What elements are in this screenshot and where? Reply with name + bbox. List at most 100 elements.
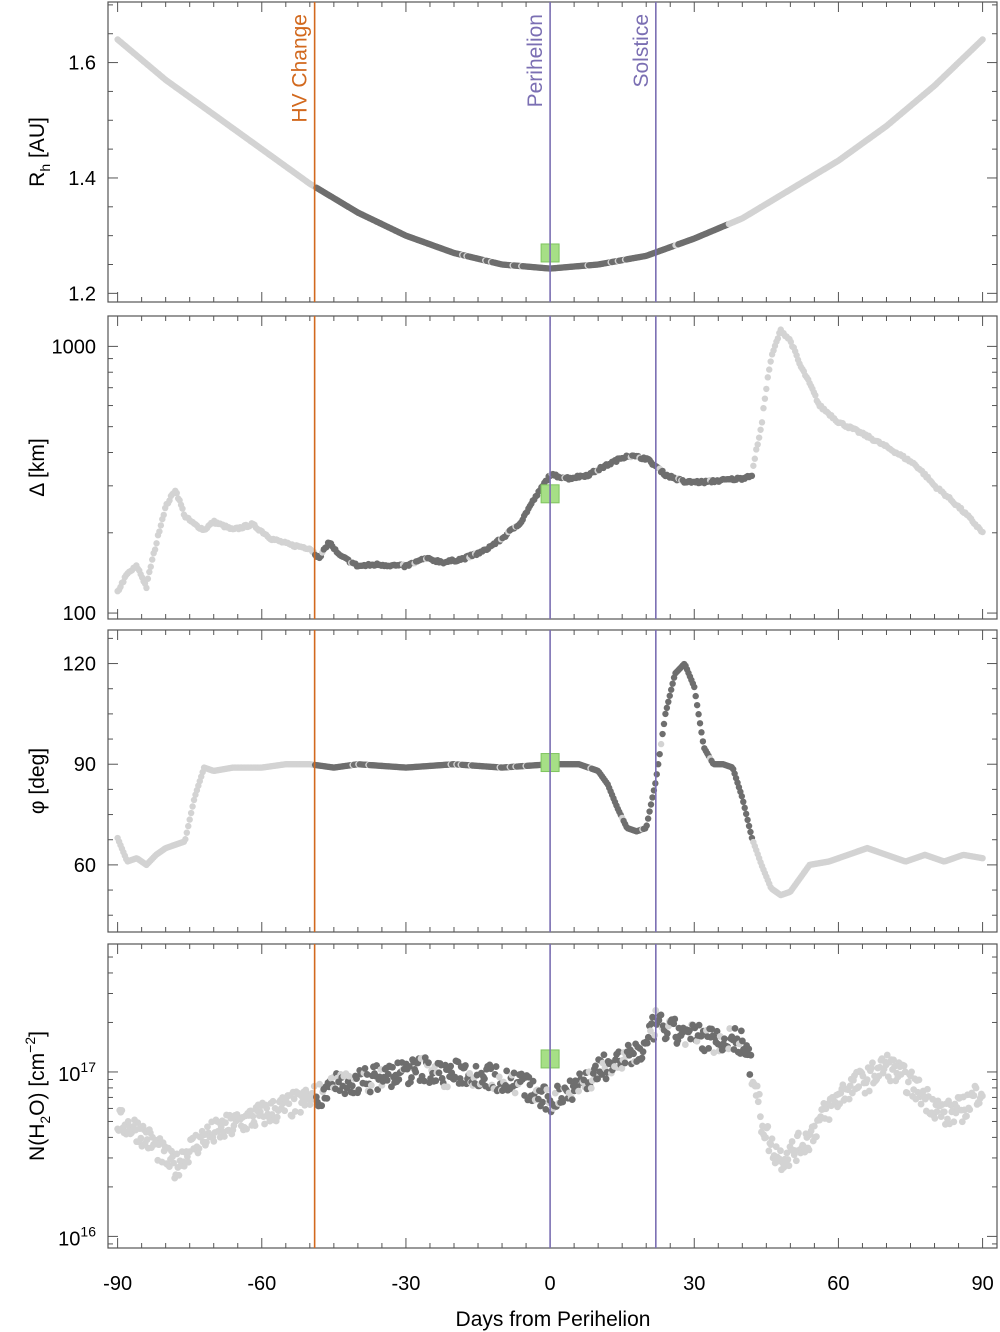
x-tick-label: -60 bbox=[247, 1273, 276, 1295]
panel-frame bbox=[107, 629, 998, 933]
data-point bbox=[183, 829, 191, 836]
y-tick-label: 1016 bbox=[58, 1223, 96, 1250]
data-point bbox=[669, 680, 676, 687]
data-point bbox=[301, 1101, 309, 1109]
data-point bbox=[746, 1071, 754, 1078]
data-point bbox=[908, 1068, 915, 1076]
data-point bbox=[529, 1077, 537, 1085]
data-point bbox=[966, 1106, 974, 1114]
data-point bbox=[492, 1063, 500, 1070]
data-point bbox=[765, 1147, 773, 1155]
data-point bbox=[599, 1059, 607, 1067]
data-point bbox=[147, 563, 154, 570]
data-point bbox=[659, 730, 666, 738]
data-point bbox=[915, 1076, 923, 1084]
data-point bbox=[355, 1086, 363, 1094]
data-point bbox=[742, 810, 750, 818]
data-point bbox=[173, 489, 180, 497]
data-point bbox=[175, 1171, 183, 1179]
data-point bbox=[525, 1073, 533, 1081]
data-point bbox=[757, 426, 764, 433]
data-point bbox=[979, 854, 986, 862]
data-point bbox=[681, 1041, 689, 1048]
data-point bbox=[698, 729, 705, 736]
data-point bbox=[867, 1064, 875, 1072]
data-point bbox=[952, 1109, 960, 1117]
data-point bbox=[745, 1045, 753, 1053]
data-point bbox=[978, 1092, 986, 1100]
data-point bbox=[602, 1075, 610, 1083]
data-point bbox=[363, 1071, 371, 1078]
data-point bbox=[247, 1107, 255, 1115]
data-point bbox=[725, 1045, 733, 1053]
data-point bbox=[367, 1081, 375, 1089]
data-point bbox=[662, 710, 669, 718]
y-tick-label: 1.6 bbox=[68, 53, 96, 75]
data-point bbox=[812, 392, 819, 399]
data-point bbox=[575, 1087, 582, 1095]
data-point bbox=[753, 446, 760, 453]
data-point bbox=[863, 1076, 871, 1084]
data-point bbox=[374, 1086, 382, 1094]
data-point bbox=[758, 419, 766, 426]
data-points-rh bbox=[114, 36, 986, 272]
data-point bbox=[900, 1062, 908, 1070]
event-label: HV Change bbox=[289, 14, 312, 123]
data-point bbox=[306, 1101, 314, 1109]
data-point bbox=[189, 803, 196, 810]
data-point bbox=[173, 1150, 181, 1158]
data-point bbox=[543, 1086, 551, 1093]
data-point bbox=[745, 822, 753, 830]
data-point bbox=[510, 1069, 518, 1077]
data-point bbox=[708, 1025, 716, 1033]
data-point bbox=[243, 1125, 250, 1133]
data-point bbox=[297, 1108, 304, 1116]
data-point bbox=[639, 1048, 647, 1056]
data-point bbox=[813, 1133, 820, 1141]
data-point bbox=[389, 1063, 396, 1071]
data-point bbox=[666, 692, 673, 699]
data-point bbox=[568, 1096, 576, 1104]
data-point bbox=[353, 1075, 360, 1083]
data-point bbox=[638, 1054, 646, 1062]
data-point bbox=[149, 556, 156, 563]
data-points-phi bbox=[114, 660, 986, 899]
data-point bbox=[186, 816, 193, 823]
data-point bbox=[566, 1077, 574, 1085]
data-point bbox=[594, 1075, 601, 1083]
data-point bbox=[738, 793, 746, 800]
data-point bbox=[268, 1111, 276, 1118]
panel-rh: 1.2 1.4 1.6 Rh [AU] bbox=[26, 1, 998, 305]
data-point bbox=[185, 1158, 192, 1166]
data-point bbox=[316, 1080, 323, 1088]
data-point bbox=[412, 1068, 420, 1076]
panel-frame bbox=[107, 1, 998, 303]
data-point bbox=[621, 1059, 629, 1067]
data-point bbox=[190, 796, 198, 804]
data-point bbox=[846, 1082, 854, 1090]
x-axis: -90 -60 -30 0 30 60 90 bbox=[103, 1273, 994, 1295]
event-lines: HV Change Perihelion Solstice bbox=[289, 2, 657, 1248]
data-point bbox=[618, 1064, 626, 1072]
x-tick-label: 30 bbox=[683, 1273, 705, 1295]
data-point bbox=[182, 836, 189, 843]
data-point bbox=[667, 686, 675, 693]
data-point bbox=[137, 1134, 145, 1142]
data-point bbox=[157, 522, 165, 529]
data-point bbox=[753, 1082, 761, 1090]
y-tick-label: 1.4 bbox=[68, 168, 96, 190]
data-point bbox=[777, 1147, 784, 1155]
data-point bbox=[195, 1145, 203, 1152]
data-point bbox=[511, 1089, 519, 1097]
data-point bbox=[630, 1050, 637, 1058]
x-tick-label: 90 bbox=[971, 1273, 993, 1295]
y-tick-label: 100 bbox=[63, 603, 96, 625]
data-point bbox=[345, 1072, 353, 1080]
y-tick-label: 1000 bbox=[52, 336, 97, 358]
data-point bbox=[972, 1084, 980, 1092]
data-point bbox=[931, 1114, 939, 1122]
data-point bbox=[153, 540, 160, 547]
data-point bbox=[647, 801, 655, 808]
data-point bbox=[269, 1097, 277, 1105]
